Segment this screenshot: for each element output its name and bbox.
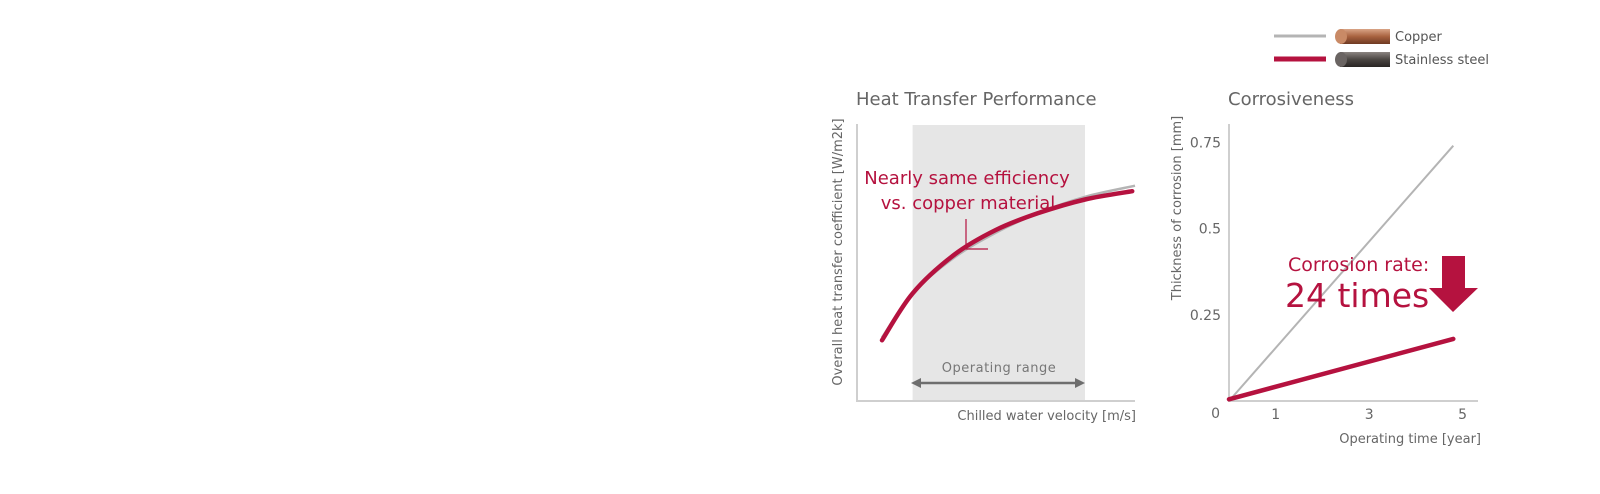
heat-transfer-title: Heat Transfer Performance [856,89,1097,110]
operating-range-label: Operating range [942,361,1056,376]
corrosiveness-title: Corrosiveness [1228,89,1354,110]
corrosion-x-tick-label: 1 [1271,407,1280,423]
annotation-leader-line [965,219,988,250]
legend-item-stainless-steel: Stainless steel [1274,52,1489,68]
corrosion-line-stainless-steel [1226,336,1456,402]
heat-transfer-line-stainless-steel [879,188,1135,343]
operating-range-band [912,125,1085,401]
corrosion-y-tick-label: 0.75 [1190,135,1221,151]
corrosion-y-tick-label: 0.5 [1199,222,1221,238]
legend-label-stainless-steel: Stainless steel [1395,53,1489,68]
copper-tube-icon [1335,29,1390,44]
legend: Copper Stainless steel [1274,29,1489,68]
steel-tube-icon [1335,52,1390,67]
operating-range-arrow [911,378,1085,388]
legend-item-copper: Copper [1274,29,1443,45]
corrosion-line-copper [1228,145,1455,402]
corrosion-rate-value: 24 times [1285,276,1429,315]
efficiency-annotation-line1: Nearly same efficiency [864,168,1070,189]
heat-transfer-chart: Heat Transfer Performance Overall heat t… [831,89,1136,424]
heat-transfer-xlabel: Chilled water velocity [m/s] [957,409,1136,424]
corrosion-x-tick-label: 3 [1365,407,1374,423]
legend-label-copper: Copper [1395,30,1443,45]
heat-transfer-ylabel: Overall heat transfer coefficient [W/m2k… [831,118,846,385]
corrosion-y-tick-label: 0.25 [1190,308,1221,324]
corrosiveness-chart: Corrosiveness Thickness of corrosion [mm… [1170,89,1481,447]
corrosion-ylabel: Thickness of corrosion [mm] [1170,116,1185,301]
efficiency-annotation-line2: vs. copper material [881,193,1056,214]
corrosion-rate-label: Corrosion rate: [1288,254,1429,276]
corrosion-y-ticks: 0 0.25 0.5 0.75 [1190,135,1221,422]
corrosion-x-ticks: 1 3 5 [1271,407,1467,423]
corrosion-y-tick-label: 0 [1211,406,1220,422]
corrosion-x-tick-label: 5 [1458,407,1467,423]
down-arrow-icon [1429,256,1478,312]
corrosion-xlabel: Operating time [year] [1339,432,1481,447]
